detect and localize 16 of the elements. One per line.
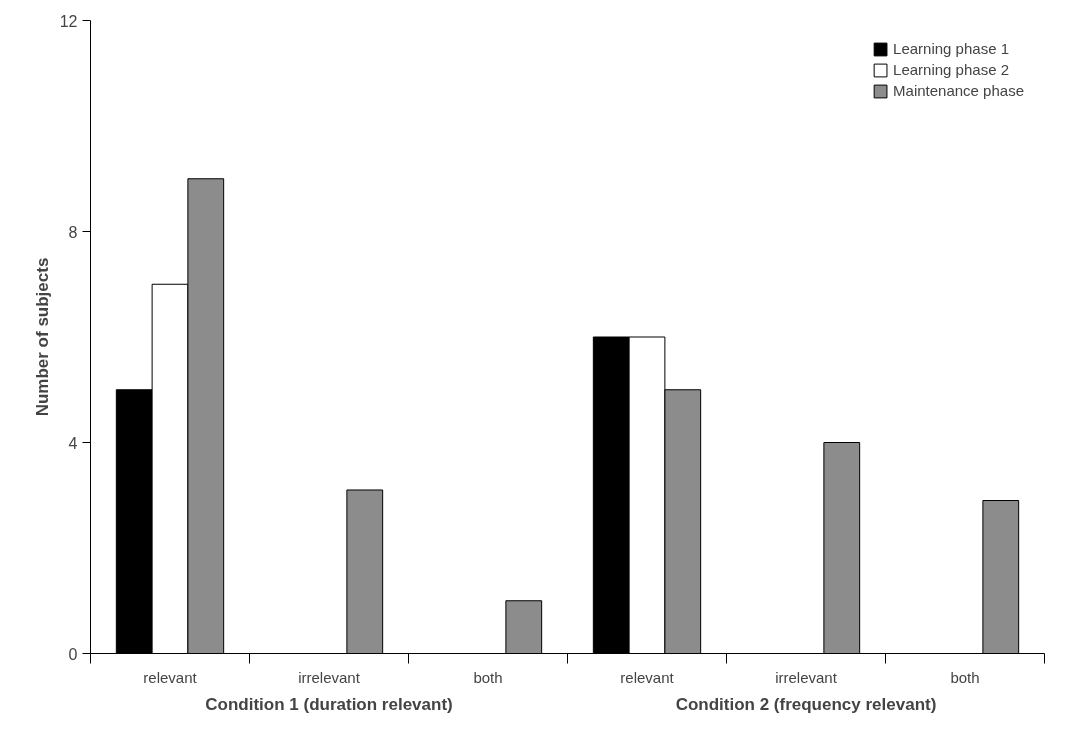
- x-tick-label: irrelevant: [775, 668, 838, 686]
- legend-label: Maintenance phase: [893, 82, 1024, 99]
- x-tick-label: relevant: [143, 668, 198, 686]
- legend-label: Learning phase 2: [893, 61, 1009, 78]
- y-axis-title: Number of subjects: [32, 257, 52, 417]
- x-tick-label: relevant: [620, 668, 675, 686]
- y-tick-label: 4: [68, 434, 78, 452]
- y-tick-label: 12: [59, 12, 78, 30]
- x-tick-label: both: [473, 668, 503, 686]
- x-tick-label: irrelevant: [298, 668, 361, 686]
- y-tick-label: 0: [68, 645, 78, 663]
- x-tick-label: both: [950, 668, 980, 686]
- legend-label: Learning phase 1: [893, 40, 1009, 57]
- text: Condition 2 (frequency relevant): [675, 694, 937, 714]
- y-tick-label: 8: [68, 223, 78, 241]
- text: Condition 1 (duration relevant): [205, 694, 453, 714]
